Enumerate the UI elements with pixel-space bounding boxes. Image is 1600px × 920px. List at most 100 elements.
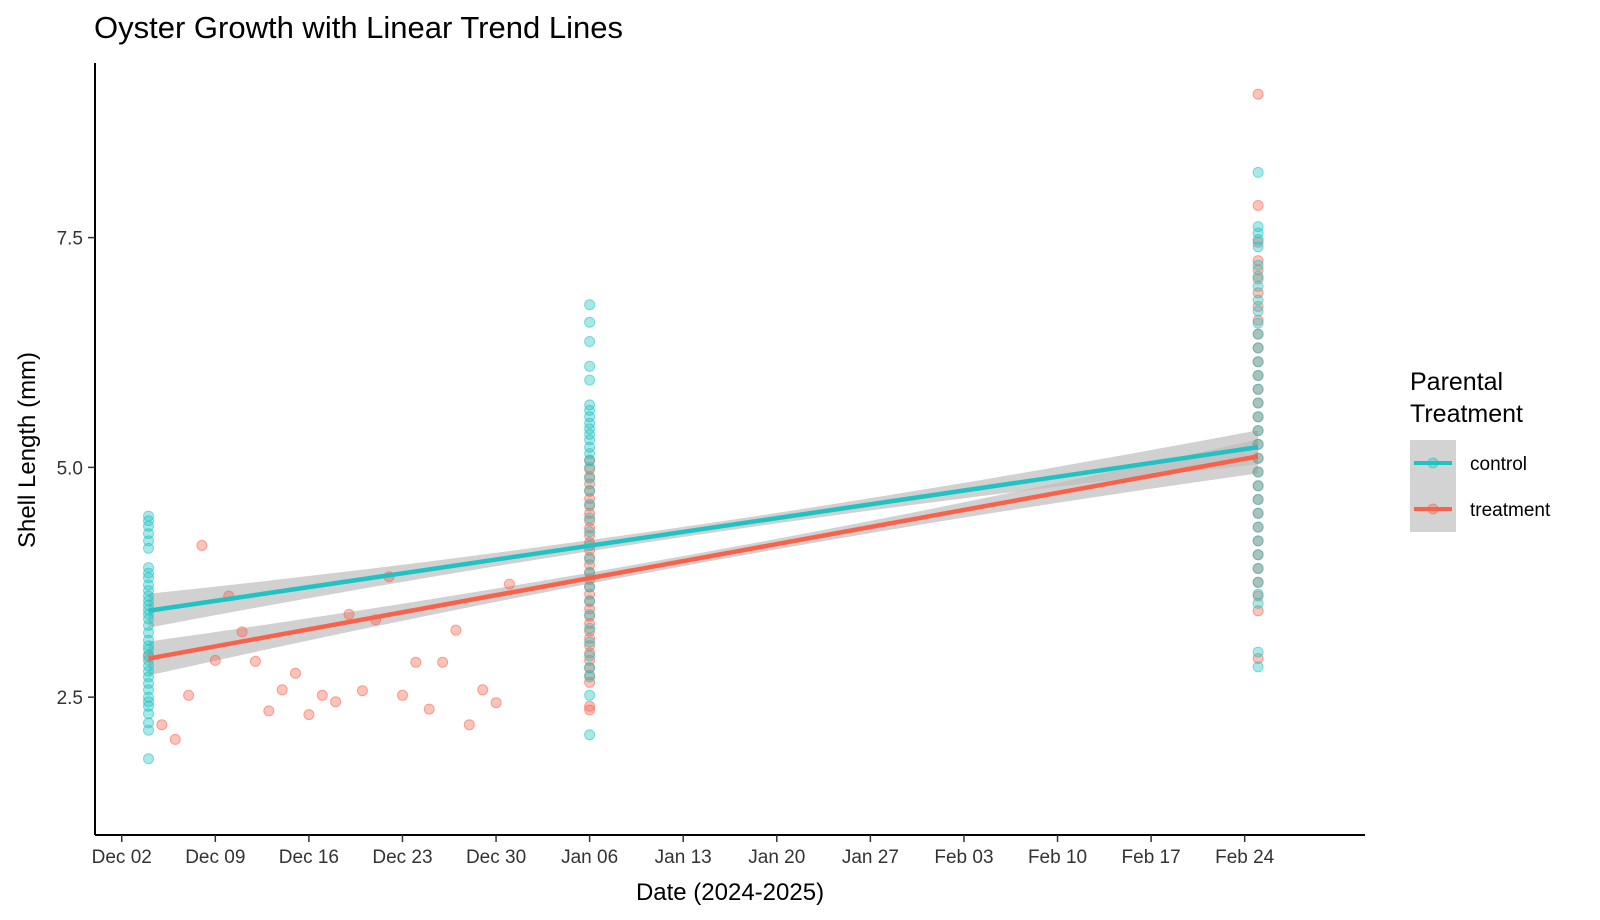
data-point-treatment: [343, 608, 355, 620]
data-point-control: [1252, 521, 1264, 533]
data-point-treatment: [249, 655, 261, 667]
data-point-control: [584, 608, 596, 620]
y-tick-label: 2.5: [57, 688, 83, 709]
data-point-treatment: [209, 654, 221, 666]
x-tick-label: Dec 09: [185, 847, 245, 868]
data-point-treatment: [156, 719, 168, 731]
data-point-control: [143, 724, 154, 736]
y-tick-label: 7.5: [57, 229, 83, 250]
data-point-control: [1252, 425, 1264, 437]
data-point-control: [1252, 270, 1264, 282]
data-point-control: [584, 689, 596, 701]
data-point-treatment: [584, 700, 596, 712]
data-point-treatment: [490, 697, 502, 709]
legend-label-treatment: treatment: [1470, 500, 1551, 521]
data-point-control: [1252, 576, 1264, 588]
data-point-control: [1252, 294, 1264, 306]
y-axis-title: Shell Length (mm): [14, 352, 41, 548]
data-point-control: [584, 461, 596, 473]
x-tick-label: Jan 27: [842, 847, 899, 868]
chart-title: Oyster Growth with Linear Trend Lines: [94, 10, 623, 45]
x-tick-label: Jan 06: [561, 847, 618, 868]
data-point-control: [1252, 328, 1264, 340]
x-tick-label: Dec 02: [92, 847, 152, 868]
data-point-control: [143, 753, 154, 765]
data-point-control: [584, 299, 596, 311]
data-point-control: [143, 640, 154, 652]
data-point-control: [584, 671, 596, 683]
data-point-control: [1252, 563, 1264, 574]
x-tick-label: Jan 13: [655, 847, 712, 868]
data-point-treatment: [584, 647, 596, 659]
data-point-treatment: [503, 578, 515, 590]
legend-key-point-control: [1427, 457, 1439, 469]
data-point-treatment: [397, 689, 408, 701]
data-point-control: [584, 526, 596, 538]
data-point-control: [1252, 549, 1264, 561]
data-point-control: [584, 472, 596, 484]
data-point-treatment: [169, 733, 181, 745]
x-tick-label: Dec 30: [466, 847, 526, 868]
data-point-control: [584, 729, 596, 741]
data-points: [143, 88, 1264, 765]
data-point-treatment: [183, 689, 195, 701]
y-tick-label: 5.0: [57, 458, 83, 479]
data-point-control: [1252, 597, 1264, 609]
data-point-control: [1252, 588, 1264, 600]
data-point-control: [1252, 317, 1264, 329]
data-point-control: [584, 595, 596, 607]
data-point-control: [1252, 259, 1264, 271]
data-point-treatment: [290, 667, 301, 679]
x-tick-label: Feb 24: [1215, 847, 1275, 868]
data-point-control: [584, 434, 596, 446]
legend-title-line-1: Parental: [1410, 368, 1503, 396]
data-point-control: [143, 542, 154, 554]
data-point-control: [584, 512, 596, 524]
data-point-control: [1252, 280, 1264, 292]
data-point-control: [143, 520, 154, 532]
data-point-control: [1252, 356, 1264, 368]
data-point-treatment: [410, 656, 422, 668]
data-point-control: [584, 316, 596, 328]
data-point-control: [1252, 411, 1264, 423]
x-tick-label: Feb 10: [1028, 847, 1087, 868]
legend-items: control treatment: [1414, 454, 1551, 521]
data-point-control: [584, 336, 596, 347]
x-tick-label: Feb 03: [934, 847, 993, 868]
data-point-control: [1252, 661, 1264, 673]
data-point-control: [584, 454, 596, 466]
data-point-treatment: [1252, 314, 1264, 326]
data-point-treatment: [196, 540, 208, 551]
data-point-treatment: [1252, 88, 1264, 100]
data-point-control: [1252, 646, 1264, 658]
x-tick-label: Dec 23: [372, 847, 432, 868]
data-point-control: [1252, 480, 1264, 492]
y-axis-ticks: 2.5 5.0 7.5: [57, 229, 95, 709]
x-axis-ticks: Dec 02 Dec 09 Dec 16 Dec 23 Dec 30 Jan 06 Jan …: [92, 835, 1275, 868]
data-point-control: [1252, 305, 1264, 317]
data-point-treatment: [1252, 200, 1264, 211]
data-point-control: [1252, 166, 1264, 178]
data-point-control: [1252, 535, 1264, 547]
data-point-control: [1252, 383, 1264, 395]
data-point-control: [143, 627, 154, 639]
data-point-control: [143, 535, 154, 547]
data-point-treatment: [356, 685, 368, 697]
legend-label-control: control: [1470, 454, 1527, 475]
legend: Parental Treatment control treatment: [1410, 368, 1551, 532]
legend-key-background: [1410, 440, 1456, 532]
data-point-control: [1252, 507, 1264, 519]
data-point-treatment: [437, 656, 449, 668]
data-point-treatment: [477, 684, 489, 696]
data-point-control: [584, 622, 596, 634]
data-point-treatment: [276, 684, 288, 696]
data-point-control: [1252, 466, 1264, 478]
data-point-control: [584, 553, 596, 565]
legend-key-point-treatment: [1427, 503, 1439, 515]
data-point-control: [1252, 241, 1264, 253]
data-point-control: [584, 498, 596, 510]
data-point-treatment: [450, 624, 462, 636]
data-point-treatment: [236, 626, 248, 638]
